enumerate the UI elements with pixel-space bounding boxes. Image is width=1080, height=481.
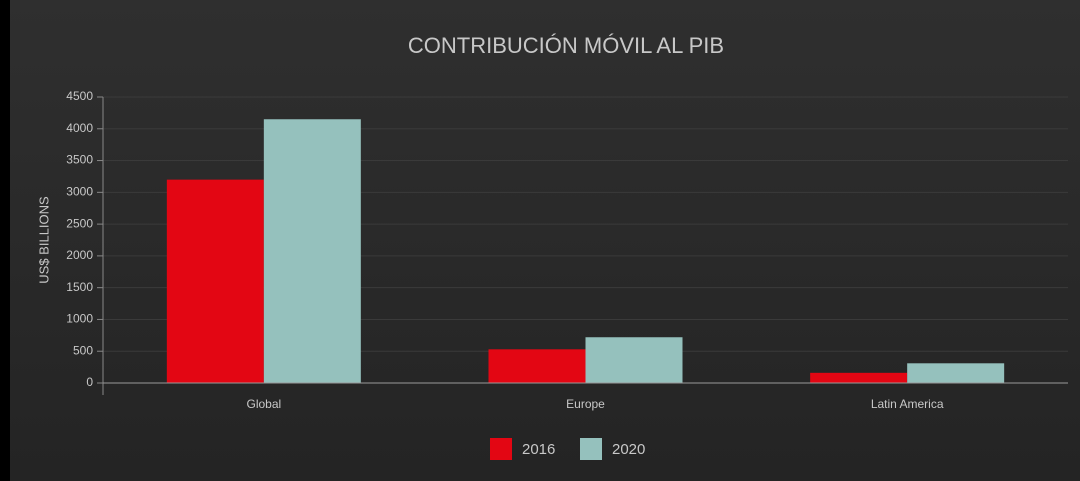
y-tick-label: 4000 <box>66 121 93 135</box>
chart-title: CONTRIBUCIÓN MÓVIL AL PIB <box>408 33 724 58</box>
y-tick-label: 3500 <box>66 153 93 167</box>
bar <box>585 337 683 383</box>
legend-swatch <box>580 438 602 460</box>
y-axis-label: US$ BILLIONS <box>36 196 51 284</box>
legend-label: 2020 <box>612 441 645 458</box>
y-tick-label: 500 <box>73 343 93 357</box>
y-tick-label: 4500 <box>66 89 93 103</box>
y-tick-label: 2000 <box>66 248 93 262</box>
legend-swatch <box>490 438 512 460</box>
bar <box>907 363 1005 383</box>
bar <box>166 179 264 383</box>
x-tick-label: Latin America <box>871 397 944 411</box>
y-tick-label: 1000 <box>66 312 93 326</box>
legend-label: 2016 <box>522 441 555 458</box>
y-tick-label: 0 <box>86 375 93 389</box>
y-tick-label: 2500 <box>66 216 93 230</box>
x-tick-label: Europe <box>566 397 605 411</box>
x-tick-label: Global <box>246 397 281 411</box>
bar <box>263 119 361 383</box>
y-tick-label: 1500 <box>66 280 93 294</box>
bar <box>810 372 908 383</box>
y-tick-label: 3000 <box>66 185 93 199</box>
bar <box>488 349 586 383</box>
